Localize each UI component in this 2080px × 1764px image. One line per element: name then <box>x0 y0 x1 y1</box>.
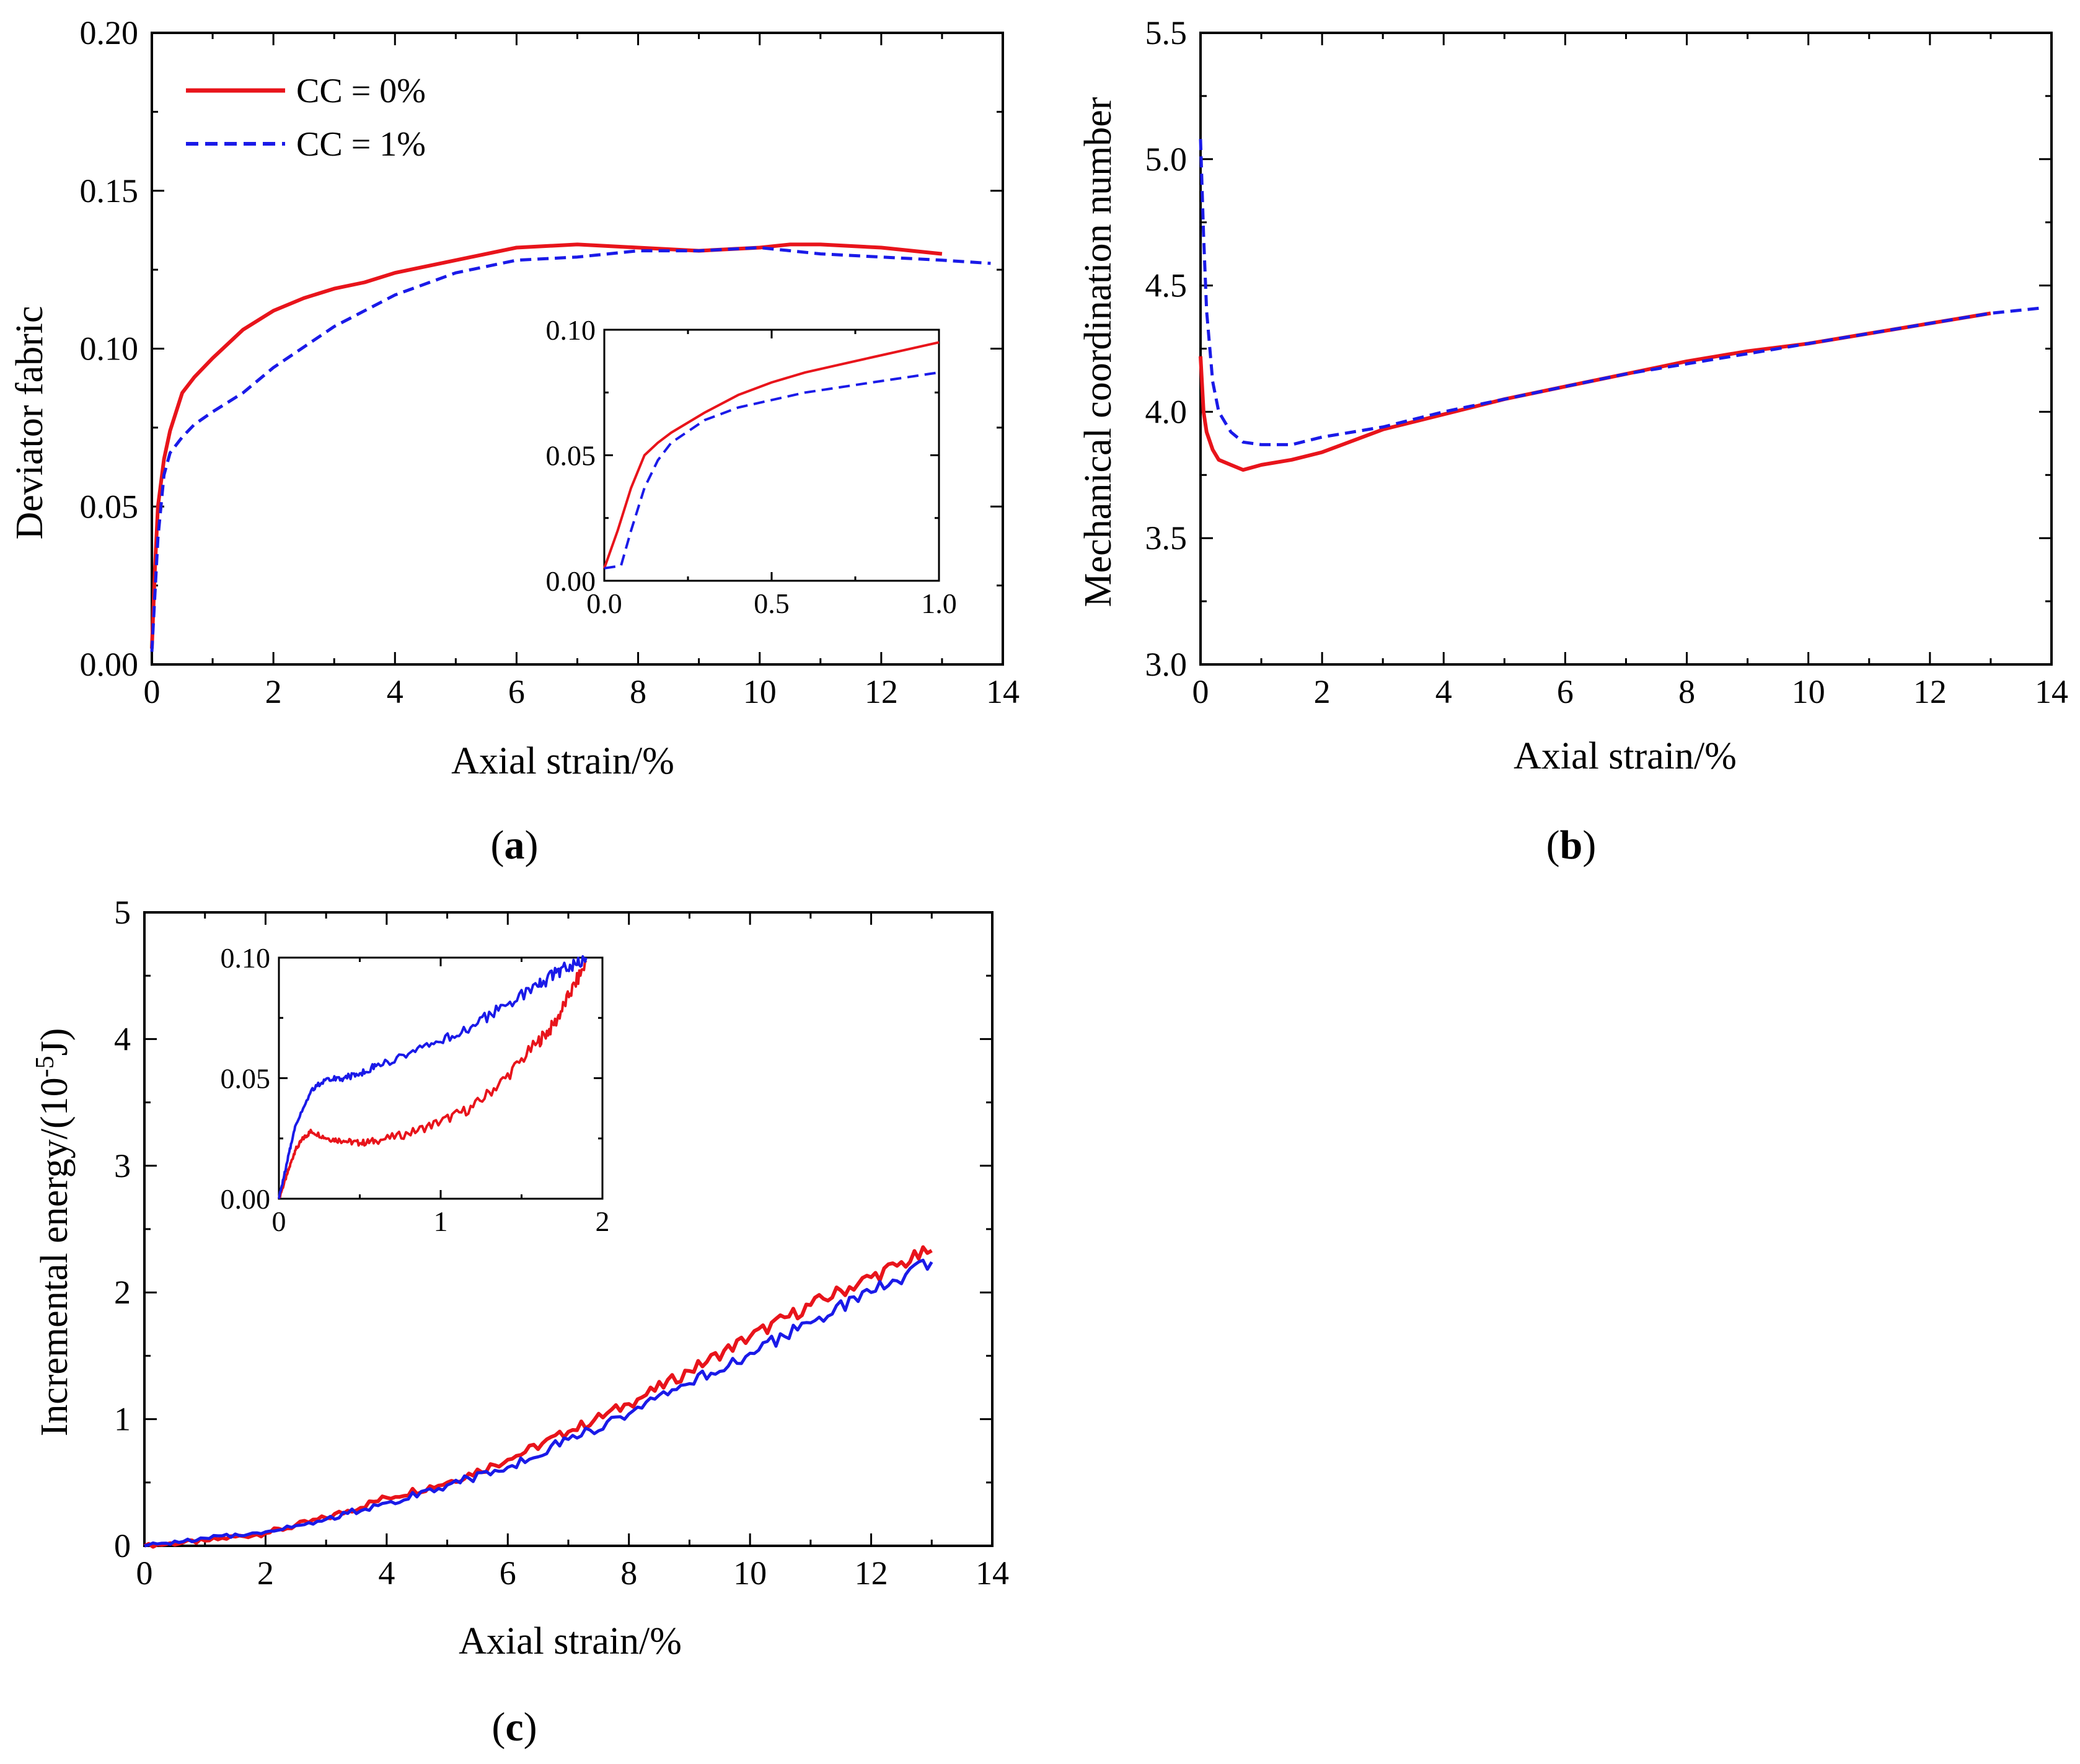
panel-b-ytick-label: 3.0 <box>1145 646 1188 683</box>
panel-b-xtick-label: 14 <box>2035 673 2068 710</box>
panel-b-xtick-label: 12 <box>1913 673 1947 710</box>
panel-a-xtick-label: 0 <box>144 673 161 710</box>
panel-a-xtick-label: 8 <box>630 673 646 710</box>
legend-label-cc0: CC = 0% <box>296 72 426 110</box>
panel-b-ytick-label: 3.5 <box>1145 519 1188 557</box>
panel-a-inset-series-cc0 <box>603 341 940 569</box>
panel-b-ytick-label: 5.5 <box>1145 14 1188 51</box>
panel-b-xtick-label: 6 <box>1557 673 1574 710</box>
panel-c-series-cc0 <box>143 1245 933 1549</box>
panel-a-xtick-label: 10 <box>743 673 777 710</box>
panel-a-xlabel: Axial strain/% <box>451 740 674 782</box>
panel-b-label: (b) <box>1546 822 1597 868</box>
panel-a-inset-ytick-label: 0.10 <box>546 314 596 346</box>
panel-c-ytick-label: 5 <box>114 894 131 931</box>
panel-c-ylabel: Incremental energy/(10-5J) <box>31 1028 76 1437</box>
panel-c-xtick-label: 2 <box>257 1555 274 1592</box>
panel-a-xtick-label: 2 <box>265 673 282 710</box>
panel-a-xtick-label: 4 <box>387 673 403 710</box>
panel-b-ylabel: Mechanical coordination number <box>1077 97 1119 607</box>
panel-b-series-cc1 <box>1199 139 2040 446</box>
panel-b-ytick-label: 4.0 <box>1145 393 1188 430</box>
panel-b-ytick-label: 5.0 <box>1145 141 1188 178</box>
panel-a-inset-ytick-label: 0.00 <box>546 565 596 597</box>
panel-c-inset-ytick-label: 0.10 <box>221 942 271 974</box>
panel-a-inset-ytick-label: 0.05 <box>546 440 596 472</box>
panel-a: Axial strain/% Deviator fabric CC = 0% C… <box>9 14 1020 868</box>
panel-a-series-cc0 <box>150 242 943 649</box>
panel-c-inset-xtick-label: 1 <box>434 1206 448 1237</box>
panel-c-xtick-label: 0 <box>136 1555 153 1592</box>
panel-c-xtick-label: 6 <box>500 1555 516 1592</box>
panel-a-inset-xtick-label: 0.0 <box>586 588 622 619</box>
panel-c-xtick-label: 12 <box>855 1555 888 1592</box>
panel-c-xtick-label: 4 <box>378 1555 395 1592</box>
panel-b-xtick-label: 2 <box>1314 673 1331 710</box>
panel-c-ytick-label: 4 <box>114 1020 131 1057</box>
panel-b-xtick-label: 0 <box>1192 673 1209 710</box>
panel-c-inset-series-cc1 <box>278 955 588 1199</box>
panel-a-legend: CC = 0% CC = 1% <box>186 72 426 164</box>
panel-c-inset: 0 1 2 0.00 0.05 0.10 <box>221 942 610 1237</box>
legend-label-cc1: CC = 1% <box>296 125 426 164</box>
panel-c-inset-ytick-label: 0.05 <box>221 1063 271 1095</box>
panel-b-frame <box>1199 32 2053 666</box>
panel-a-ytick-label: 0.10 <box>80 330 139 368</box>
panel-c-inset-xtick-label: 2 <box>596 1206 610 1237</box>
panel-a-plot: 0 2 4 6 8 10 12 14 0.00 0.05 0.10 0.15 0.20 0.0 0.5 1.0… <box>80 14 1020 710</box>
panel-a-inset-xtick-label: 1.0 <box>921 588 957 619</box>
panel-b-series-cc0 <box>1199 311 1991 472</box>
panel-a-label: (a) <box>491 822 539 868</box>
panel-c-series-cc1 <box>144 1258 933 1548</box>
panel-c-ytick-label: 2 <box>114 1274 131 1311</box>
panel-a-inset-series-cc1 <box>604 371 940 570</box>
panel-c-label: (c) <box>491 1704 537 1750</box>
panel-b-plot: 0 2 4 6 8 10 12 14 3.0 3.5 4.0 4.5 5.0 5.5 <box>1145 14 2069 710</box>
panel-b-xtick-label: 4 <box>1435 673 1452 710</box>
panel-c: Axial strain/% Incremental energy/(10-5J… <box>31 894 1009 1750</box>
panel-a-series-cc1 <box>150 246 991 652</box>
panel-c-inset-xtick-label: 0 <box>272 1206 286 1237</box>
panel-a-ytick-label: 0.15 <box>80 172 139 209</box>
panel-b-xtick-label: 8 <box>1678 673 1695 710</box>
panel-c-ytick-label: 1 <box>114 1401 131 1438</box>
panel-b: Axial strain/% Mechanical coordination n… <box>1077 14 2068 868</box>
panel-a-xtick-label: 14 <box>986 673 1020 710</box>
panel-c-inset-ytick-label: 0.00 <box>221 1183 271 1215</box>
panel-c-xtick-label: 8 <box>620 1555 637 1592</box>
panel-a-inset-frame <box>603 329 940 582</box>
panel-a-inset: 0.0 0.5 1.0 0.00 0.05 0.10 <box>546 314 957 619</box>
panel-b-ytick-label: 4.5 <box>1145 267 1188 304</box>
panel-c-xlabel: Axial strain/% <box>459 1620 682 1662</box>
panel-c-xtick-label: 10 <box>733 1555 767 1592</box>
panel-c-xtick-label: 14 <box>976 1555 1009 1592</box>
panel-a-xtick-label: 6 <box>508 673 525 710</box>
panel-c-inset-series-cc0 <box>278 959 588 1199</box>
panel-c-ytick-label: 0 <box>114 1527 131 1564</box>
panel-a-inset-xtick-label: 0.5 <box>754 588 790 619</box>
panel-a-ytick-label: 0.20 <box>80 14 139 51</box>
panel-a-ytick-label: 0.00 <box>80 646 139 683</box>
panel-b-xtick-label: 10 <box>1792 673 1825 710</box>
panel-a-ytick-label: 0.05 <box>80 488 139 525</box>
panel-c-ytick-label: 3 <box>114 1147 131 1184</box>
panel-b-xlabel: Axial strain/% <box>1514 735 1737 777</box>
panel-a-ylabel: Deviator fabric <box>9 306 51 540</box>
panel-a-xtick-label: 12 <box>865 673 898 710</box>
